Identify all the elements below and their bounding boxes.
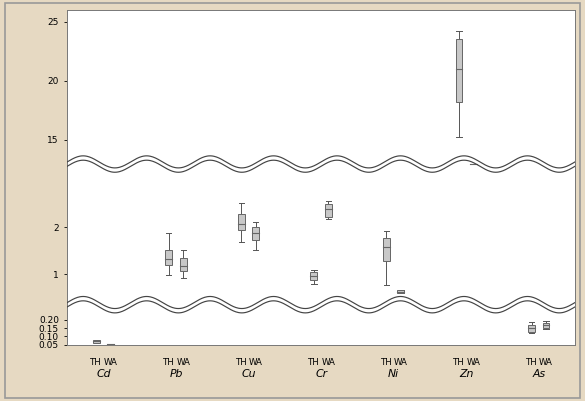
Text: Ni: Ni — [388, 369, 400, 379]
Bar — [252, 227, 259, 241]
Bar — [397, 290, 404, 293]
Text: Pb: Pb — [170, 369, 183, 379]
Text: Zn: Zn — [459, 369, 473, 379]
Text: TH: TH — [163, 358, 175, 367]
Bar — [542, 323, 549, 328]
Bar — [528, 325, 535, 332]
Text: TH: TH — [453, 358, 465, 367]
Text: WA: WA — [177, 358, 190, 367]
Text: WA: WA — [322, 358, 335, 367]
Text: WA: WA — [104, 358, 118, 367]
Bar — [180, 258, 187, 271]
Text: TH: TH — [236, 358, 247, 367]
Bar — [383, 238, 390, 261]
Text: Cr: Cr — [315, 369, 327, 379]
Bar — [107, 344, 114, 345]
Text: TH: TH — [308, 358, 320, 367]
Text: TH: TH — [526, 358, 538, 367]
Bar — [166, 250, 173, 265]
Bar — [325, 204, 332, 217]
Text: WA: WA — [467, 358, 480, 367]
Bar — [238, 214, 245, 230]
Bar — [456, 39, 463, 102]
Text: WA: WA — [394, 358, 408, 367]
Text: Cu: Cu — [242, 369, 256, 379]
Text: WA: WA — [539, 358, 553, 367]
Text: WA: WA — [249, 358, 263, 367]
Text: TH: TH — [381, 358, 393, 367]
Bar — [93, 340, 100, 343]
Bar — [311, 272, 318, 280]
Text: TH: TH — [91, 358, 102, 367]
Text: Cd: Cd — [97, 369, 111, 379]
Text: As: As — [532, 369, 545, 379]
